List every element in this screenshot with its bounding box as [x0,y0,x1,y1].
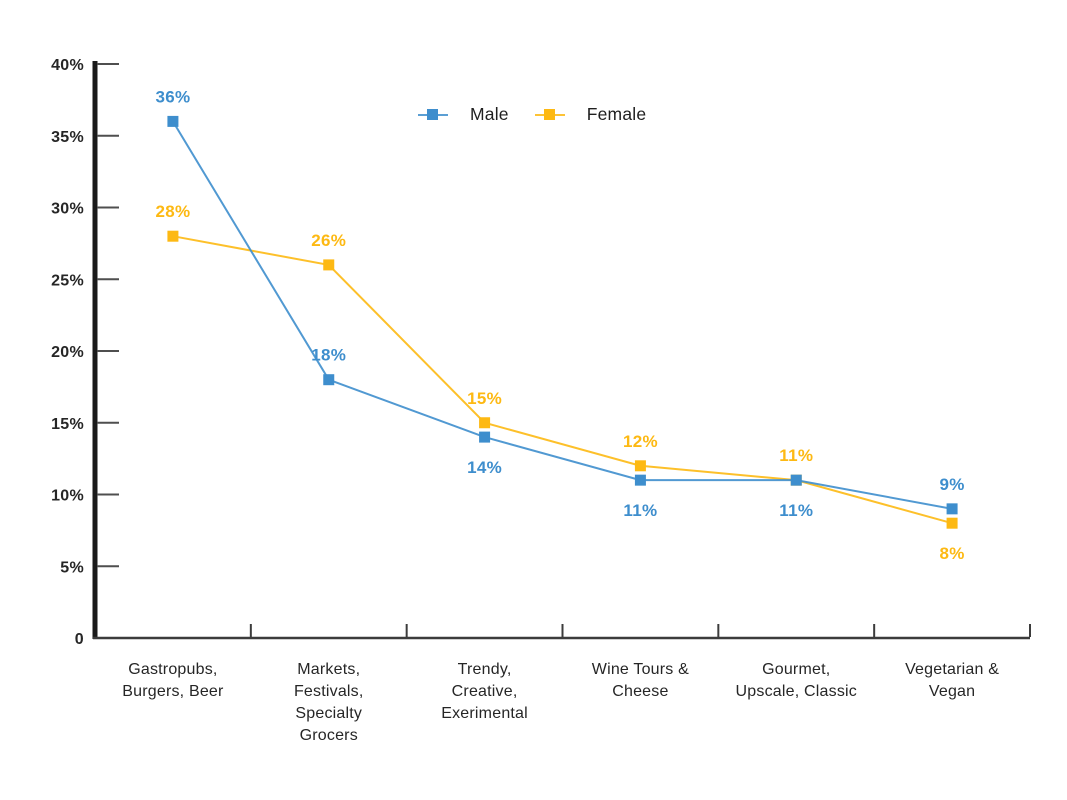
male-data-label: 11% [779,501,813,520]
female-data-label: 28% [155,202,190,221]
x-axis-category-label: Gourmet, Upscale, Classic [735,661,857,700]
y-axis-tick-label: 5% [60,559,84,576]
female-marker [946,517,958,529]
y-axis-tick-label: 25% [51,272,84,289]
legend-item-female: Female [534,104,647,125]
legend-item-male: Male [418,104,509,125]
female-marker [323,259,335,271]
male-data-label: 36% [155,87,190,106]
y-axis-tick-label: 0 [75,631,84,648]
female-legend-marker-icon [534,109,565,121]
female-series-line [172,235,953,525]
female-data-label: 8% [939,544,964,563]
male-marker [479,431,491,443]
x-axis-category-label: Markets, Festivals, Specialty Grocers [293,661,364,744]
legend-label-male: Male [470,104,509,124]
x-axis-category-label: Vegetarian & Vegan [905,661,1000,700]
y-axis-tick-label: 10% [51,488,84,505]
legend: Male Female [418,104,646,125]
female-data-label: 26% [311,231,346,250]
x-axis-category-label: Gastropubs, Burgers, Beer [122,661,224,700]
male-legend-marker-icon [418,109,448,121]
female-marker [167,230,179,242]
y-axis-tick-label: 15% [51,416,84,433]
legend-label-female: Female [586,104,647,124]
female-data-label: 15% [467,389,502,408]
male-marker [790,474,802,486]
male-data-label: 18% [311,346,346,365]
male-marker [323,374,335,386]
y-axis-tick-label: 40% [51,57,84,74]
male-data-label: 9% [939,475,964,494]
female-data-label: 11% [779,446,813,465]
male-data-label: 11% [623,501,657,520]
male-series-line [172,120,953,510]
y-axis-tick-label: 20% [51,344,84,361]
y-axis-tick-label: 35% [51,129,84,146]
y-axis-tick-label: 30% [51,201,84,218]
x-axis-category-label: Wine Tours & Cheese [591,661,690,700]
male-marker [167,115,179,127]
female-marker [634,460,646,472]
female-marker [479,417,491,429]
male-data-label: 14% [467,458,502,477]
male-marker [634,474,646,486]
male-marker [946,503,958,515]
female-data-label: 12% [623,432,658,451]
x-axis-category-label: Trendy, Creative, Exerimental [441,661,528,722]
